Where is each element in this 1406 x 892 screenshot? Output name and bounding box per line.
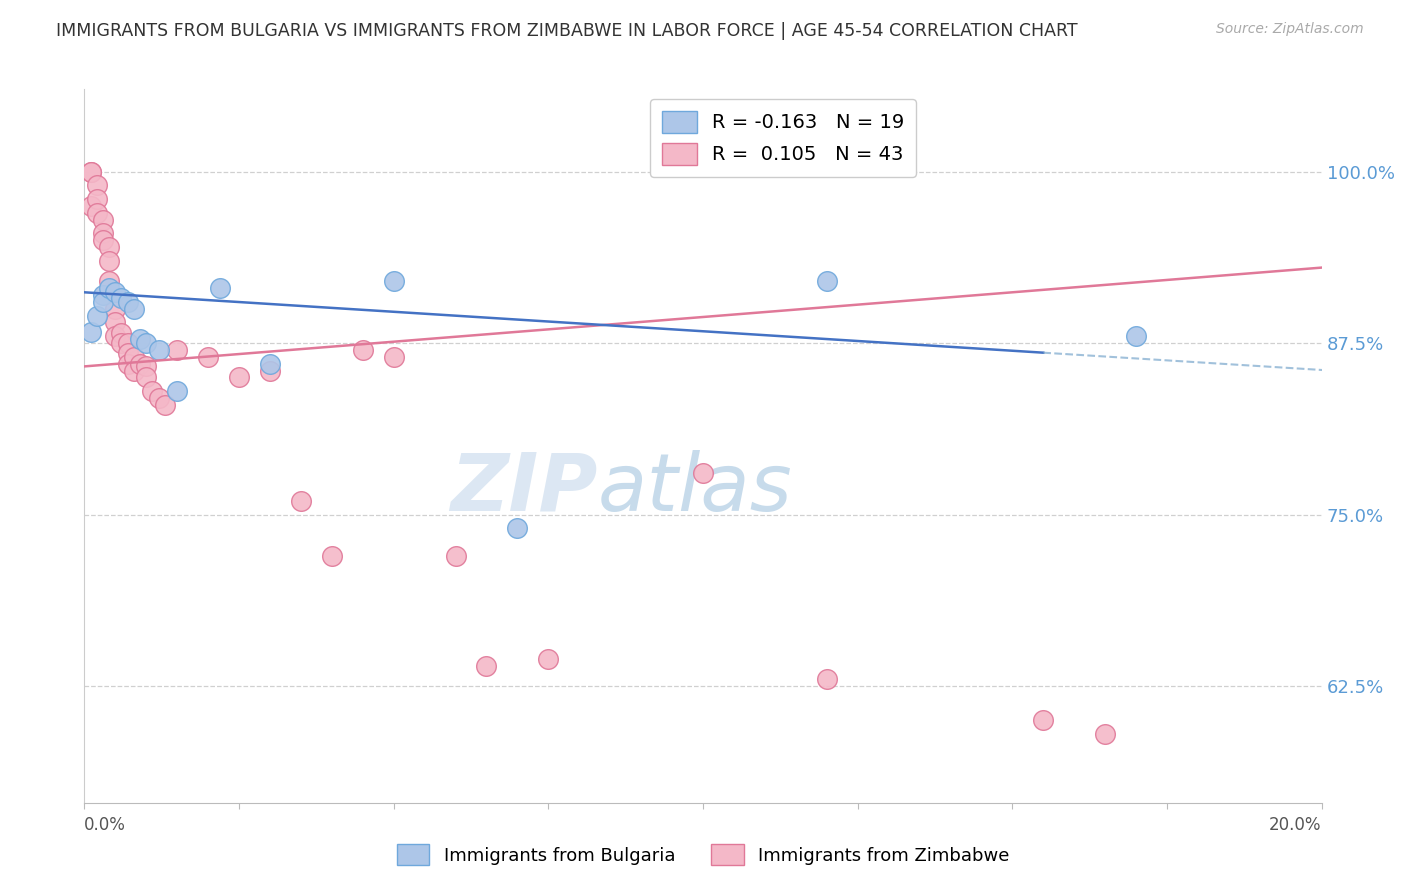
Point [104,316,127,330]
Point [91,212,114,227]
Point [110,326,132,341]
Point [79,164,101,178]
Point [692,467,714,481]
Text: atlas: atlas [598,450,793,528]
Text: Source: ZipAtlas.com: Source: ZipAtlas.com [1216,22,1364,37]
Point [79,164,101,178]
Point [352,343,374,357]
Point [122,301,145,316]
Point [290,494,312,508]
Point [135,336,157,351]
Point [110,291,132,305]
Point [259,357,281,371]
Point [86,309,108,323]
Point [104,329,127,343]
Point [104,301,127,316]
Point [117,336,139,351]
Point [153,398,176,412]
Point [122,363,145,377]
Text: IMMIGRANTS FROM BULGARIA VS IMMIGRANTS FROM ZIMBABWE IN LABOR FORCE | AGE 45-54 : IMMIGRANTS FROM BULGARIA VS IMMIGRANTS F… [56,22,1078,40]
Point [475,658,498,673]
Point [98,274,121,288]
Text: 0.0%: 0.0% [84,816,127,834]
Point [228,370,250,384]
Point [117,357,139,371]
Point [141,384,163,398]
Point [382,350,405,364]
Point [135,359,157,374]
Point [1094,727,1116,741]
Point [166,384,188,398]
Legend: Immigrants from Bulgaria, Immigrants from Zimbabwe: Immigrants from Bulgaria, Immigrants fro… [389,837,1017,872]
Point [321,549,343,563]
Point [117,294,139,309]
Point [110,336,132,351]
Point [98,281,121,295]
Point [166,343,188,357]
Point [148,391,170,405]
Point [1125,329,1147,343]
Point [129,332,152,346]
Point [98,253,121,268]
Point [537,651,560,665]
Point [117,345,139,359]
Point [259,363,281,377]
Point [129,357,152,371]
Y-axis label: In Labor Force | Age 45-54: In Labor Force | Age 45-54 [0,336,8,556]
Point [91,288,114,302]
Point [506,521,529,535]
Point [79,199,101,213]
Point [209,281,232,295]
Point [1032,714,1054,728]
Point [135,370,157,384]
Point [148,343,170,357]
Point [382,274,405,288]
Text: 20.0%: 20.0% [1270,816,1322,834]
Point [86,205,108,219]
Point [86,192,108,206]
Point [98,240,121,254]
Point [86,178,108,193]
Point [815,274,838,288]
Point [91,227,114,241]
Text: ZIP: ZIP [450,450,598,528]
Point [444,549,467,563]
Point [104,285,127,300]
Point [122,350,145,364]
Point [197,350,219,364]
Point [79,325,101,339]
Point [815,673,838,687]
Point [91,294,114,309]
Point [91,233,114,247]
